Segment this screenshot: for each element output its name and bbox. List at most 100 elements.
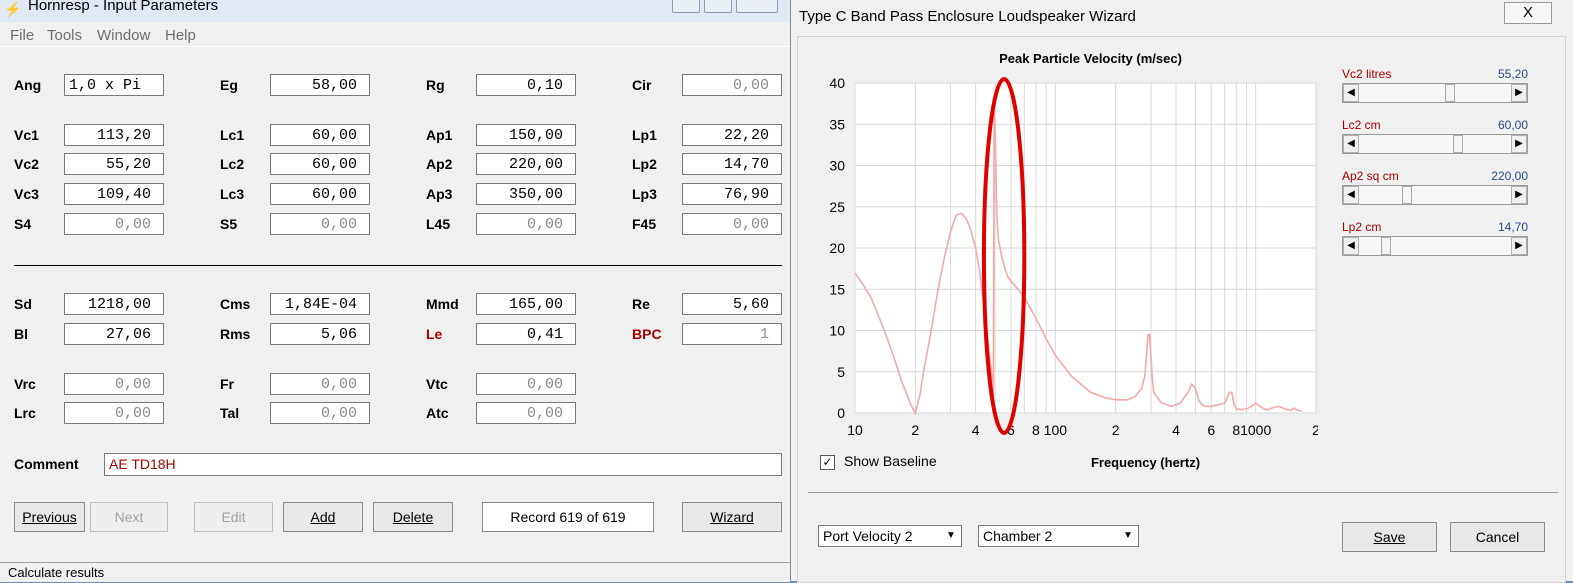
menu-window[interactable]: Window — [97, 27, 151, 44]
arrow-right-icon[interactable]: ▶ — [1511, 237, 1527, 255]
ang-field[interactable]: 1,0 x Pi — [64, 74, 164, 96]
parameter-slider[interactable]: ◀ ▶ — [1342, 83, 1528, 103]
cms-field[interactable]: 1,84E-04 — [270, 293, 370, 315]
comment-field[interactable]: AE TD18H — [104, 453, 782, 476]
fr-field[interactable]: 0,00 — [270, 373, 370, 395]
vc3-field[interactable]: 109,40 — [64, 183, 164, 205]
slider-thumb[interactable] — [1452, 135, 1463, 153]
slider-thumb[interactable] — [1445, 84, 1456, 102]
arrow-left-icon[interactable]: ◀ — [1343, 237, 1359, 255]
lp3-field[interactable]: 76,90 — [682, 183, 782, 205]
add-button[interactable]: Add — [283, 502, 363, 532]
lp2-field[interactable]: 14,70 — [682, 153, 782, 175]
arrow-right-icon[interactable]: ▶ — [1511, 84, 1527, 102]
vc2-field[interactable]: 55,20 — [64, 153, 164, 175]
lightning-icon: ⚡ — [4, 1, 22, 17]
save-button[interactable]: Save — [1342, 522, 1437, 552]
previous-button[interactable]: Previous — [14, 502, 85, 532]
vrc-field[interactable]: 0,00 — [64, 373, 164, 395]
f45-field[interactable]: 0,00 — [682, 213, 782, 235]
parameter-slider[interactable]: ◀ ▶ — [1342, 134, 1528, 154]
arrow-left-icon[interactable]: ◀ — [1343, 135, 1359, 153]
x-axis-label: Frequency (hertz) — [1091, 455, 1200, 470]
arrow-left-icon[interactable]: ◀ — [1343, 84, 1359, 102]
lc2-field[interactable]: 60,00 — [270, 153, 370, 175]
maximize-button[interactable] — [704, 0, 732, 13]
next-button[interactable]: Next — [90, 502, 168, 532]
arrow-right-icon[interactable]: ▶ — [1511, 186, 1527, 204]
close-button[interactable] — [736, 0, 778, 13]
arrow-right-icon[interactable]: ▶ — [1511, 135, 1527, 153]
main-window: ⚡ Hornresp - Input Parameters File Tools… — [0, 0, 790, 582]
s5-label: S5 — [220, 216, 238, 232]
ap2-field[interactable]: 220,00 — [476, 153, 576, 175]
re-field[interactable]: 5,60 — [682, 293, 782, 315]
re-label: Re — [632, 296, 650, 312]
record-label: Record 619 of 619 — [510, 509, 626, 525]
lrc-field[interactable]: 0,00 — [64, 402, 164, 424]
bpc-label: BPC — [632, 326, 662, 342]
wizard-window: Type C Band Pass Enclosure Loudspeaker W… — [790, 0, 1573, 583]
le-label: Le — [426, 326, 443, 342]
vc1-field[interactable]: 113,20 — [64, 124, 164, 146]
minimize-button[interactable] — [672, 0, 700, 13]
l45-field[interactable]: 0,00 — [476, 213, 576, 235]
show-baseline-checkbox[interactable]: ✓ — [820, 455, 835, 470]
bpc-field[interactable]: 1 — [682, 323, 782, 345]
y-tick-label: 30 — [829, 158, 845, 174]
divider — [14, 265, 782, 266]
vrc-label: Vrc — [14, 376, 36, 392]
menu-bar: File Tools Window Help — [0, 24, 790, 47]
lrc-label: Lrc — [14, 405, 36, 421]
slider-label: Ap2 sq cm — [1342, 169, 1399, 183]
y-tick-label: 40 — [829, 75, 845, 91]
arrow-left-icon[interactable]: ◀ — [1343, 186, 1359, 204]
edit-button[interactable]: Edit — [194, 502, 273, 532]
menu-file[interactable]: File — [10, 27, 35, 44]
slider-thumb[interactable] — [1402, 186, 1413, 204]
rg-field[interactable]: 0,10 — [476, 74, 576, 96]
tal-field[interactable]: 0,00 — [270, 402, 370, 424]
add-label: Add — [310, 509, 336, 525]
ap1-label: Ap1 — [426, 127, 453, 143]
lp3-label: Lp3 — [632, 186, 657, 202]
cancel-button[interactable]: Cancel — [1450, 522, 1545, 552]
eg-field[interactable]: 58,00 — [270, 74, 370, 96]
s4-field[interactable]: 0,00 — [64, 213, 164, 235]
vc1-label: Vc1 — [14, 127, 39, 143]
lc3-field[interactable]: 60,00 — [270, 183, 370, 205]
delete-button[interactable]: Delete — [373, 502, 453, 532]
record-counter: Record 619 of 619 — [482, 502, 654, 532]
slider-thumb[interactable] — [1380, 237, 1391, 255]
wizard-body: 0 5 10 15 20 25 30 35 40 10 2 4 6 8 100 2 4 6 8 1000 2 Peak P… — [797, 36, 1566, 583]
wizard-close-button[interactable]: X — [1504, 2, 1552, 24]
menu-tools[interactable]: Tools — [47, 27, 83, 44]
cir-field[interactable]: 0,00 — [682, 74, 782, 96]
ap1-field[interactable]: 150,00 — [476, 124, 576, 146]
output-dropdown-value: Port Velocity 2 — [823, 528, 913, 544]
mmd-field[interactable]: 165,00 — [476, 293, 576, 315]
slider-value: 60,00 — [1497, 118, 1528, 132]
output-dropdown[interactable]: Port Velocity 2 ▼ — [818, 525, 962, 547]
show-baseline-label: Show Baseline — [844, 453, 937, 469]
s5-field[interactable]: 0,00 — [270, 213, 370, 235]
mmd-label: Mmd — [426, 296, 459, 312]
vtc-field[interactable]: 0,00 — [476, 373, 576, 395]
rms-field[interactable]: 5,06 — [270, 323, 370, 345]
le-field[interactable]: 0,41 — [476, 323, 576, 345]
parameter-slider[interactable]: ◀ ▶ — [1342, 236, 1528, 256]
sd-field[interactable]: 1218,00 — [64, 293, 164, 315]
lp1-field[interactable]: 22,20 — [682, 124, 782, 146]
chamber-dropdown[interactable]: Chamber 2 ▼ — [978, 525, 1139, 547]
wizard-button[interactable]: Wizard — [682, 502, 782, 532]
rms-label: Rms — [220, 326, 251, 342]
ap3-field[interactable]: 350,00 — [476, 183, 576, 205]
lp1-label: Lp1 — [632, 127, 657, 143]
menu-help[interactable]: Help — [165, 27, 196, 44]
parameter-slider[interactable]: ◀ ▶ — [1342, 185, 1528, 205]
lc1-field[interactable]: 60,00 — [270, 124, 370, 146]
atc-field[interactable]: 0,00 — [476, 402, 576, 424]
lc2-label: Lc2 — [220, 156, 245, 172]
cir-label: Cir — [632, 77, 652, 93]
bl-field[interactable]: 27,06 — [64, 323, 164, 345]
